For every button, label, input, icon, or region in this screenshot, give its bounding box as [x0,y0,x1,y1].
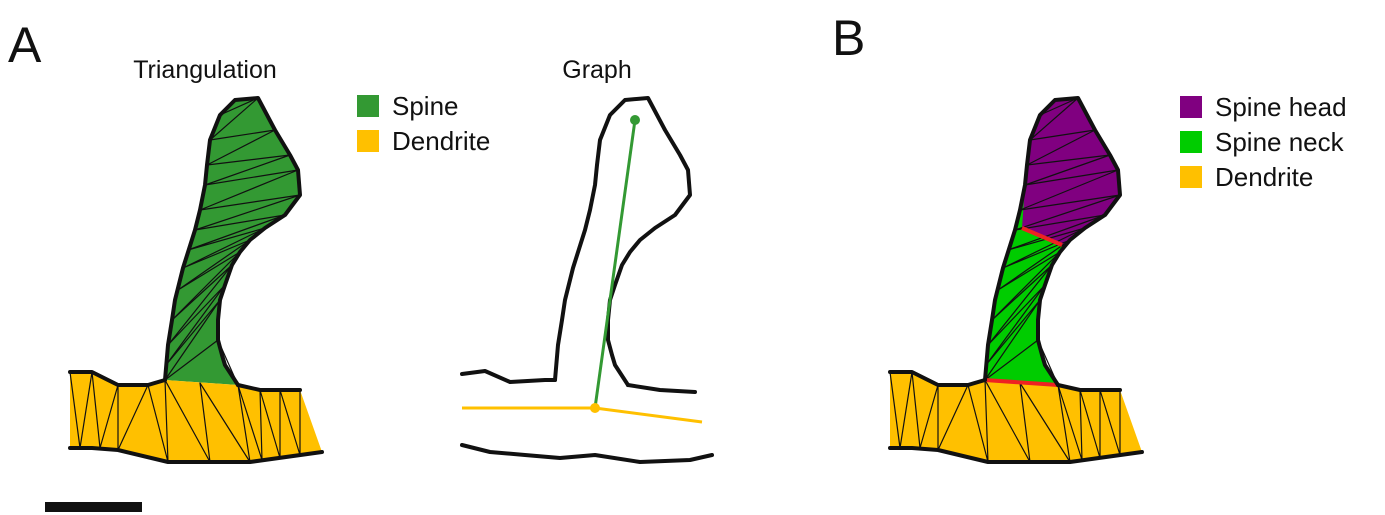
panel-label: B [832,10,865,66]
panel-label: A [8,17,42,73]
legend-swatch [1180,166,1202,188]
graph [462,98,712,462]
legend-label: Dendrite [1215,162,1313,192]
panel-title: Graph [562,56,631,84]
figure: A Triangulation Spine Dendrite Graph B [0,0,1385,515]
triangulation [70,98,322,462]
scale-bar [45,502,142,512]
legend-swatch [357,130,379,152]
legend-label: Spine [392,91,459,121]
legend-label: Spine neck [1215,127,1345,157]
legend-swatch [1180,131,1202,153]
segmentation [890,98,1142,462]
legend-swatch [1180,96,1202,118]
legend-label: Spine head [1215,92,1347,122]
panel-title: Triangulation [133,56,277,84]
legend-label: Dendrite [392,126,490,156]
legend-swatch [357,95,379,117]
